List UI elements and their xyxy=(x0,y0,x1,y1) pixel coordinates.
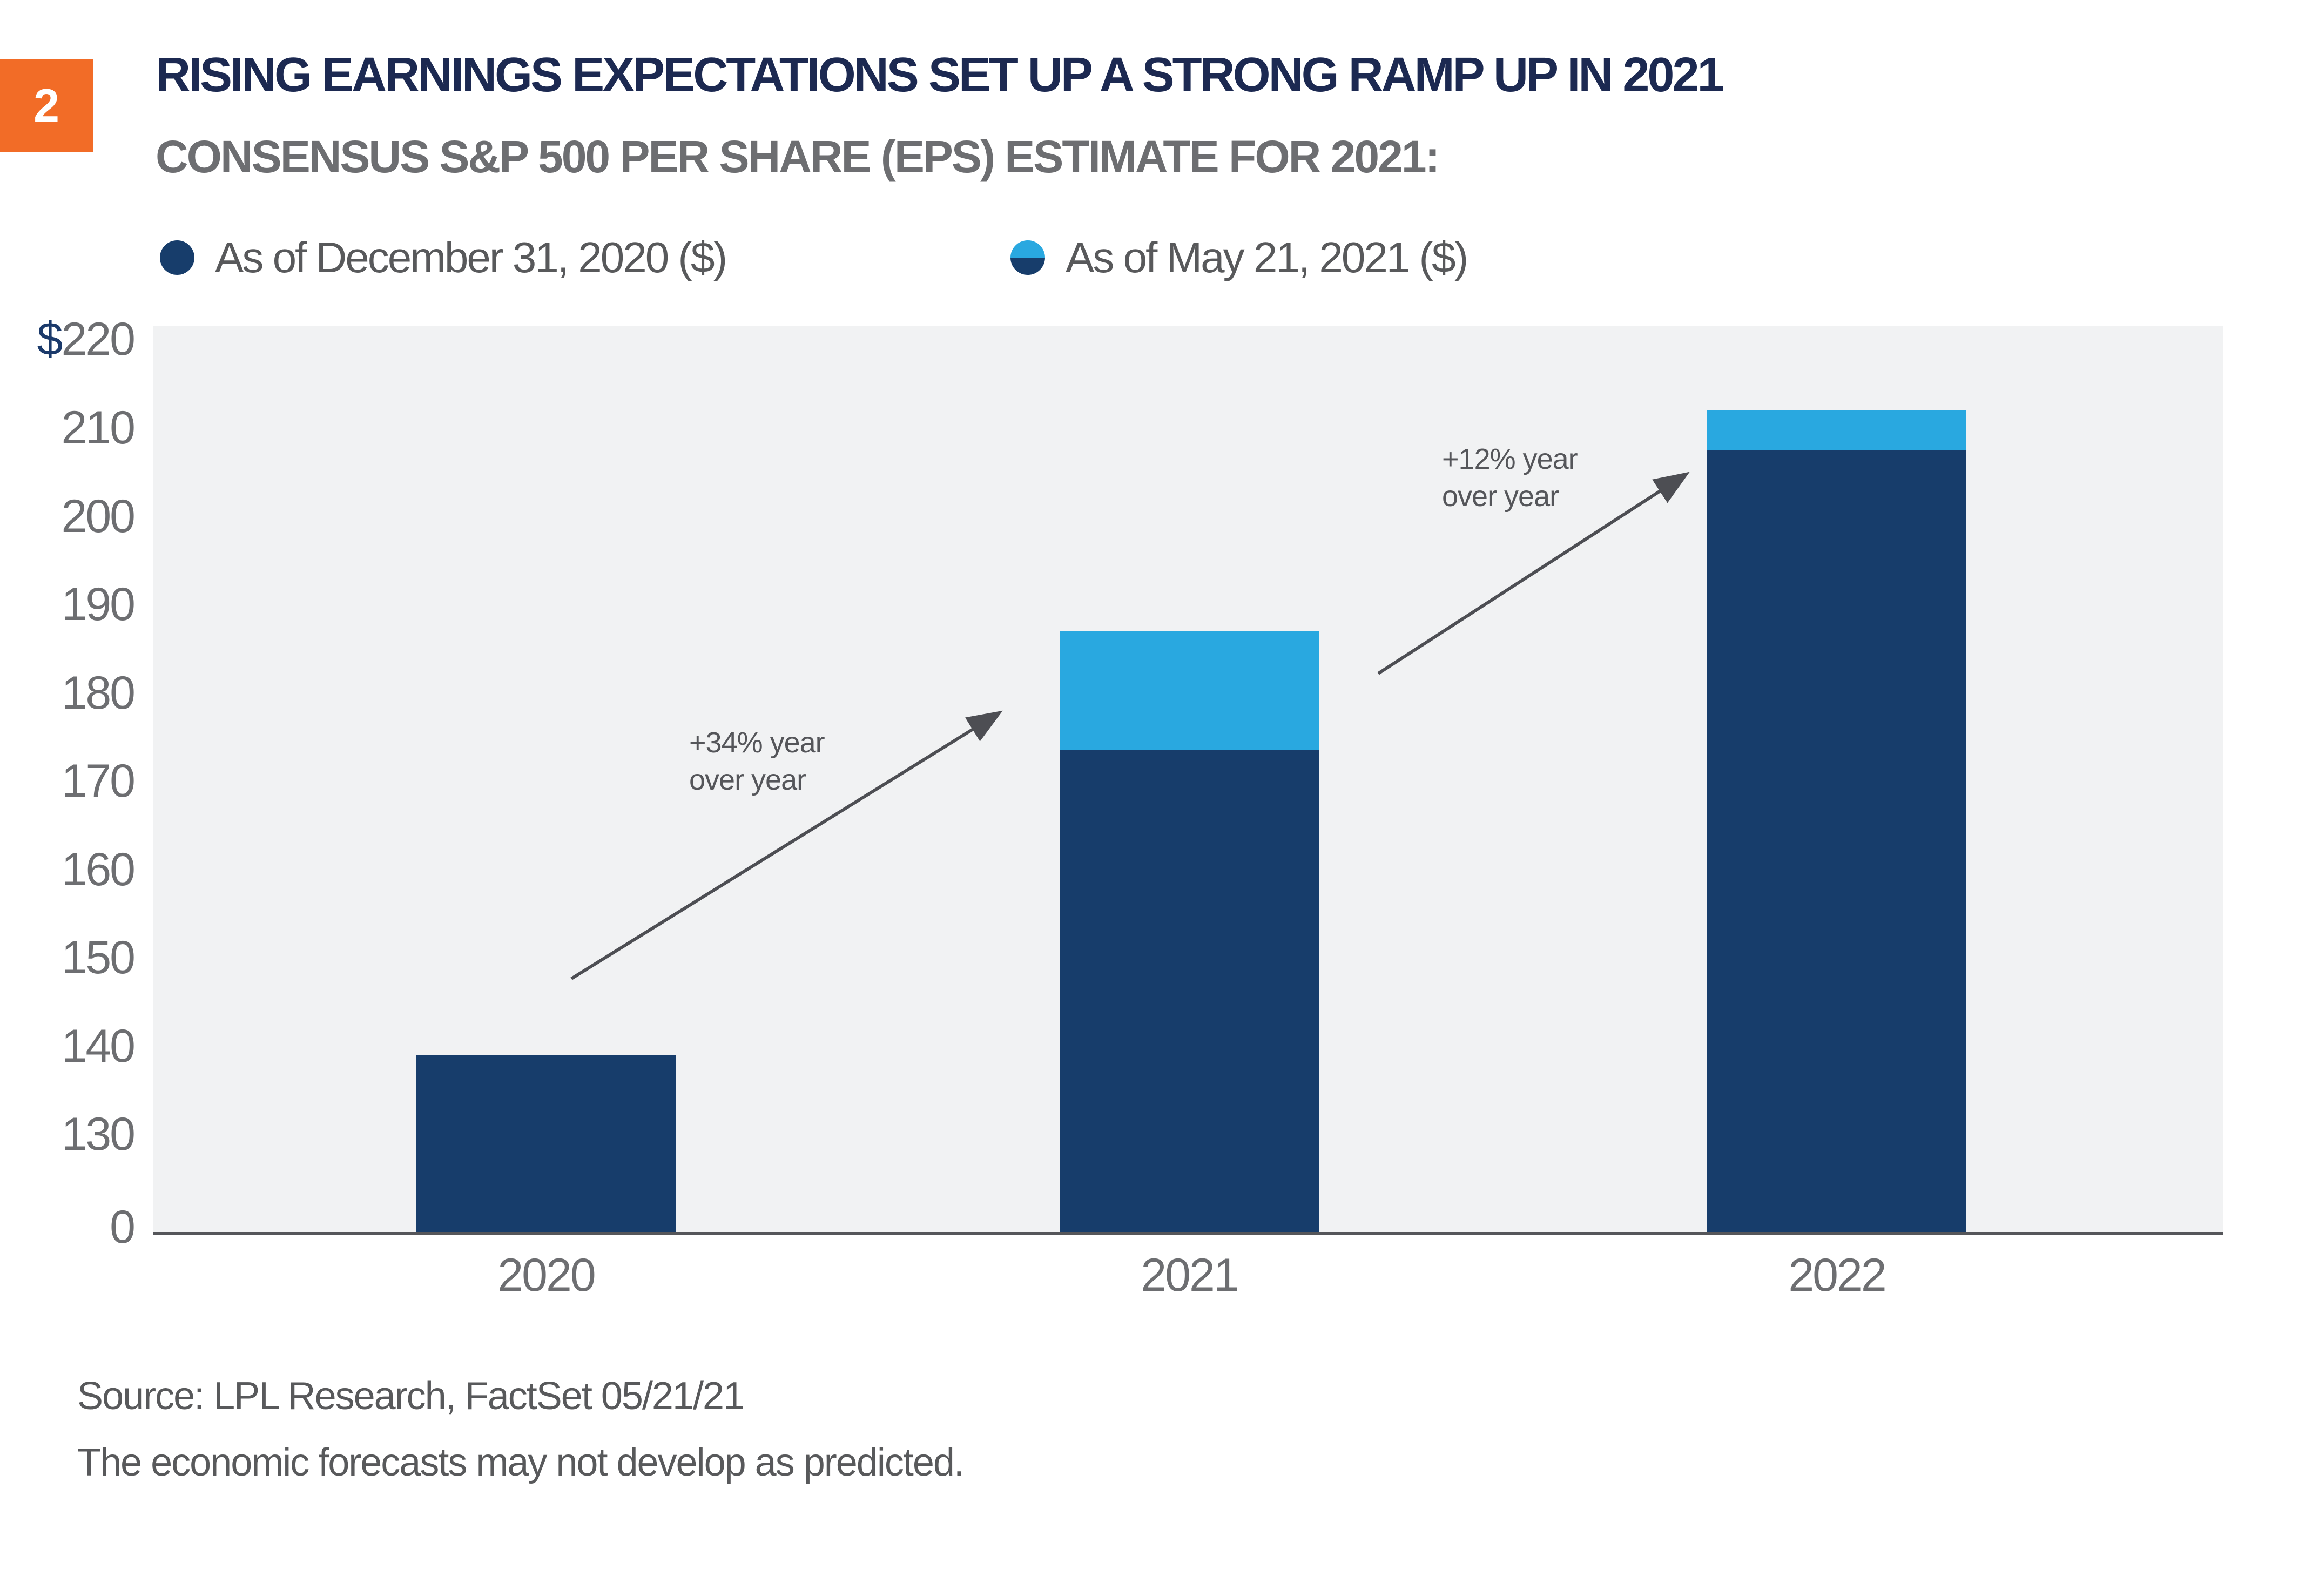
legend-label-dec-31-2020: As of December 31, 2020 ($) xyxy=(215,233,727,281)
y-tick-200: 200 xyxy=(61,490,136,542)
y-tick-160: 160 xyxy=(61,844,136,895)
source-text: Source: LPL Research, FactSet 05/21/21 xyxy=(77,1375,745,1418)
x-axis-baseline xyxy=(153,1232,2223,1235)
x-label-2022: 2022 xyxy=(1788,1249,1886,1301)
figure-number: 2 xyxy=(33,79,59,132)
bar-2022-may21-segment xyxy=(1707,410,1966,450)
y-tick-190: 190 xyxy=(61,578,136,630)
growth-annotation-1: +34% year over year xyxy=(689,726,825,796)
y-tick-210: 210 xyxy=(61,402,136,454)
bar-2021-dec31-segment xyxy=(1060,750,1319,1234)
y-tick-220: $220 xyxy=(37,313,136,365)
bar-2020-dec31-segment xyxy=(416,1055,676,1234)
y-tick-0: 0 xyxy=(110,1201,136,1253)
legend-item-may-21-2021: As of May 21, 2021 ($) xyxy=(1010,233,1468,281)
y-tick-140: 140 xyxy=(61,1020,136,1072)
dollar-sign-prefix: $ xyxy=(37,313,63,365)
growth-annotation-2: +12% year over year xyxy=(1442,443,1578,513)
disclaimer-text: The economic forecasts may not develop a… xyxy=(77,1441,965,1484)
chart-title: RISING EARNINGS EXPECTATIONS SET UP A ST… xyxy=(156,48,1724,102)
x-label-2020: 2020 xyxy=(497,1249,596,1301)
x-label-2021: 2021 xyxy=(1141,1249,1239,1301)
y-tick-170: 170 xyxy=(61,755,136,807)
y-tick-150: 150 xyxy=(61,932,136,984)
y-tick-130: 130 xyxy=(61,1108,136,1160)
legend-item-dec-31-2020: As of December 31, 2020 ($) xyxy=(160,233,727,281)
legend-label-may-21-2021: As of May 21, 2021 ($) xyxy=(1066,233,1468,281)
bar-2021-may21-segment xyxy=(1060,631,1319,750)
bar-2022-dec31-segment xyxy=(1707,450,1966,1234)
figure-number-badge: 2 xyxy=(0,59,93,152)
y-tick-180: 180 xyxy=(61,667,136,719)
legend-marker-split-dot-icon xyxy=(1010,240,1045,275)
legend-marker-navy-dot-icon xyxy=(160,240,194,275)
chart-subtitle: CONSENSUS S&P 500 PER SHARE (EPS) ESTIMA… xyxy=(156,131,1440,182)
